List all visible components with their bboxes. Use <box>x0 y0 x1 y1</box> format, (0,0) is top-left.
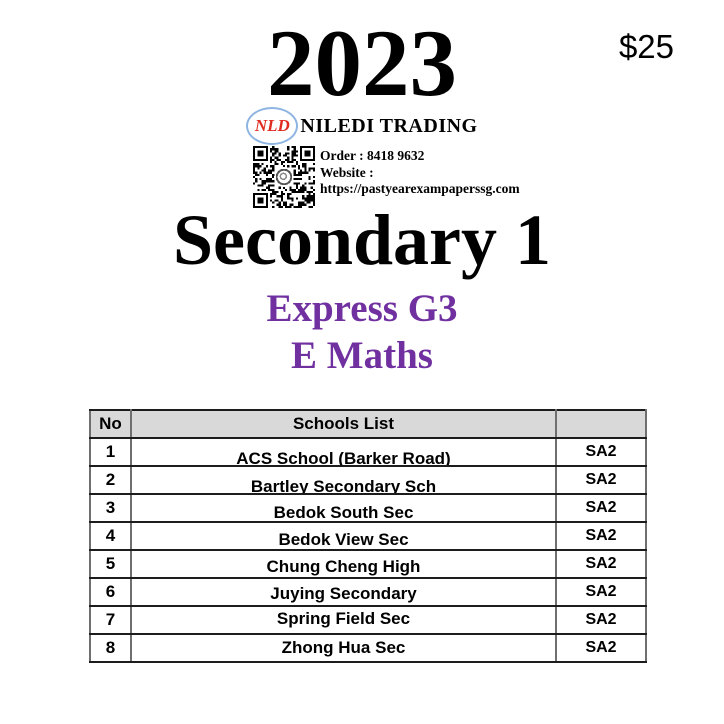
school-name: Chung Cheng High <box>266 557 421 576</box>
contact-text: Order : 8418 9632 Website : https://past… <box>320 146 520 198</box>
paper-type: SA2 <box>555 577 647 607</box>
nld-logo: NLD <box>246 107 299 145</box>
table-row: 8 Zhong Hua Sec SA2 <box>89 633 647 663</box>
header-paper <box>555 409 647 439</box>
website-label: Website : <box>320 164 374 180</box>
year-heading: 2023 <box>267 10 457 116</box>
row-number: 5 <box>89 549 132 579</box>
schools-table: No Schools List 1 ACS School (Barker Roa… <box>89 409 647 663</box>
table-row: 2 Bartley Secondary Sch SA2 <box>89 465 647 495</box>
nld-logo-monogram: NLD <box>254 116 290 135</box>
school-name-cell: ACS School (Barker Road) <box>130 437 557 467</box>
paper-type: SA2 <box>555 465 647 495</box>
row-number: 3 <box>89 493 132 523</box>
website-url: https://pastyearexampaperssg.com <box>320 181 520 196</box>
school-name: Spring Field Sec <box>276 609 411 628</box>
school-name-cell: Bartley Secondary Sch <box>130 465 557 495</box>
table-row: 3 Bedok South Sec SA2 <box>89 493 647 523</box>
row-number: 4 <box>89 521 132 551</box>
paper-type: SA2 <box>555 549 647 579</box>
row-number: 8 <box>89 633 132 663</box>
paper-type: SA2 <box>555 633 647 663</box>
table-row: 5 Chung Cheng High SA2 <box>89 549 647 579</box>
row-number: 7 <box>89 605 132 635</box>
stream-subject-block: Express G3 E Maths <box>0 285 724 379</box>
contact-block: Order : 8418 9632 Website : https://past… <box>252 146 520 208</box>
company-name: NILEDI TRADING <box>300 114 478 137</box>
school-name: Juying Secondary <box>270 584 417 603</box>
table-row: 1 ACS School (Barker Road) SA2 <box>89 437 647 467</box>
row-number: 6 <box>89 577 132 607</box>
table-row: 6 Juying Secondary SA2 <box>89 577 647 607</box>
price-label: $25 <box>618 28 674 65</box>
school-name-cell: Chung Cheng High <box>130 549 557 579</box>
table-row: 7 Spring Field Sec SA2 <box>89 605 647 635</box>
paper-type: SA2 <box>555 437 647 467</box>
paper-type: SA2 <box>555 521 647 551</box>
school-name-cell: Juying Secondary <box>130 577 557 607</box>
header-no: No <box>89 409 132 439</box>
school-name-cell: Spring Field Sec <box>130 605 557 635</box>
school-name-cell: Bedok South Sec <box>130 493 557 523</box>
table-header-row: No Schools List <box>89 409 647 439</box>
row-number: 2 <box>89 465 132 495</box>
school-name: Bedok View Sec <box>278 530 409 549</box>
subject-title: E Maths <box>291 334 433 377</box>
brand-row: NLD NILEDI TRADING <box>0 105 724 147</box>
row-number: 1 <box>89 437 132 467</box>
qr-code-icon <box>253 146 315 208</box>
stream-title: Express G3 <box>266 287 458 330</box>
paper-type: SA2 <box>555 493 647 523</box>
school-name: Bedok South Sec <box>273 503 414 521</box>
header-schools-list: Schools List <box>130 409 557 439</box>
school-name-cell: Bedok View Sec <box>130 521 557 551</box>
paper-type: SA2 <box>555 605 647 635</box>
school-name: Bartley Secondary Sch <box>250 477 437 493</box>
level-title: Secondary 1 <box>173 200 551 280</box>
table-row: 4 Bedok View Sec SA2 <box>89 521 647 551</box>
school-name-cell: Zhong Hua Sec <box>130 633 557 663</box>
school-name: Zhong Hua Sec <box>281 638 406 657</box>
order-phone-line: Order : 8418 9632 <box>320 148 425 163</box>
school-name: ACS School (Barker Road) <box>236 449 451 465</box>
